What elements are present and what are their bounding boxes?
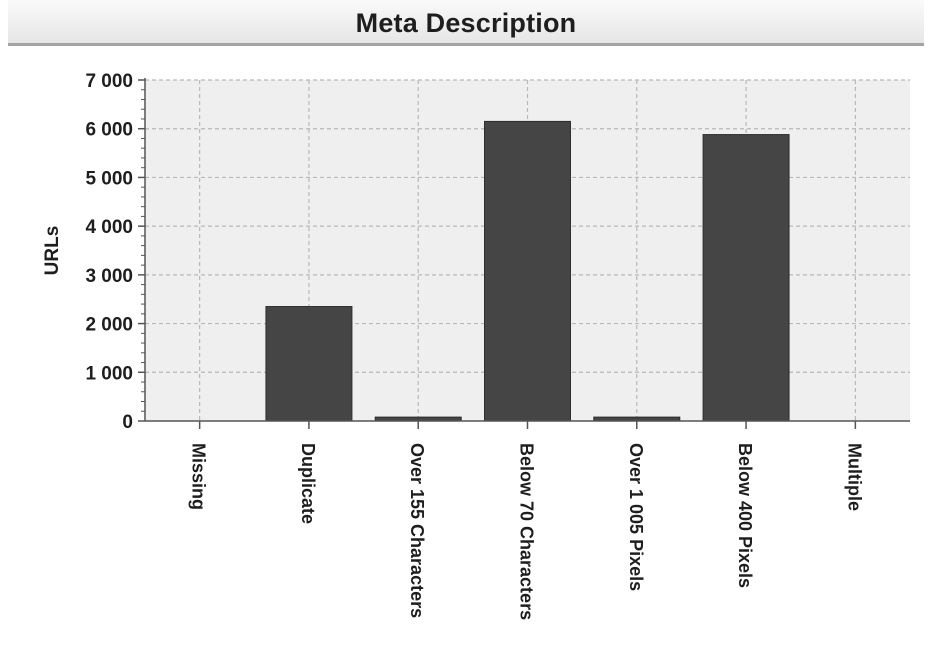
y-tick-label: 5 000: [85, 168, 133, 189]
y-tick-label: 1 000: [85, 363, 133, 384]
y-tick-label: 0: [122, 412, 133, 433]
y-tick-label: 3 000: [85, 266, 133, 287]
y-tick-label: 7 000: [85, 71, 133, 92]
bar: [265, 306, 353, 422]
y-tick-label: 6 000: [85, 120, 133, 141]
x-tick-label: Multiple: [844, 443, 864, 511]
x-tick-label: Below 400 Pixels: [735, 443, 755, 588]
x-tick-label: Duplicate: [298, 443, 318, 524]
x-tick-label: Missing: [189, 443, 209, 510]
x-axis-ticks: Missing Duplicate Over 155 Characters Below…: [189, 421, 864, 620]
x-tick-label: Below 70 Characters: [517, 443, 537, 620]
bar: [484, 120, 571, 422]
bar: [702, 134, 790, 422]
y-axis-ticks: 0 1 000 2 000 3 000 4 000 5 000 6 000 7 000: [85, 71, 145, 433]
y-tick-label: 2 000: [85, 315, 133, 336]
chart-title-bar: Meta Description: [8, 0, 924, 46]
y-axis-label: URLs: [42, 226, 63, 276]
x-tick-label: Over 155 Characters: [407, 443, 427, 618]
chart-title: Meta Description: [355, 8, 577, 38]
x-tick-label: Over 1 005 Pixels: [626, 443, 646, 591]
y-tick-label: 4 000: [85, 217, 133, 238]
